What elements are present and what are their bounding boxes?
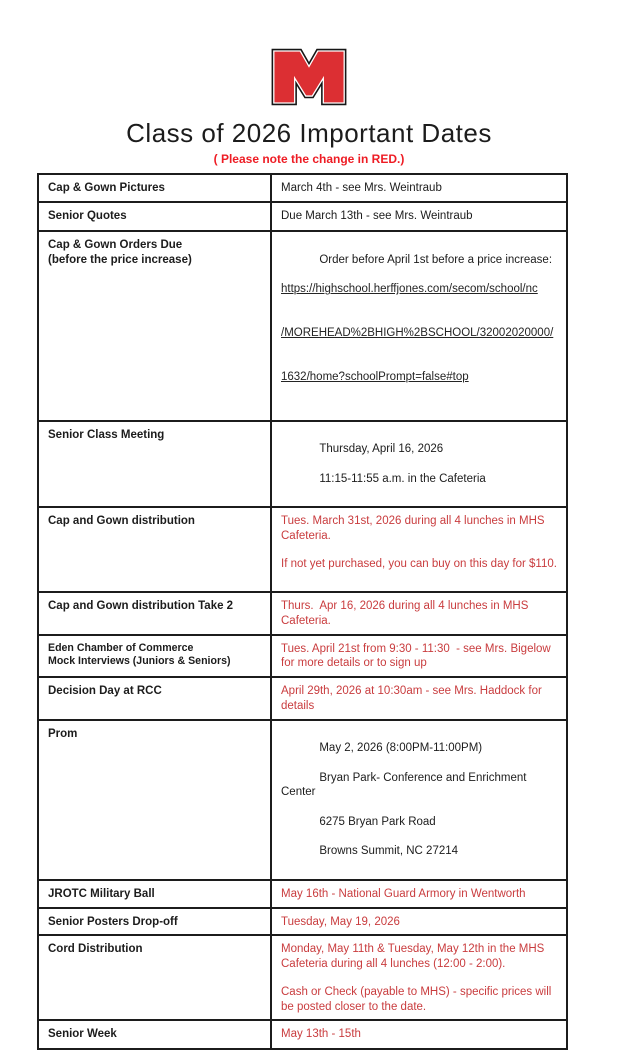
meeting-time-place: 11:15-11:55 a.m. in the Cafeteria bbox=[319, 472, 486, 485]
row-value-text: Tues. April 21st from 9:30 - 11:30 - see… bbox=[281, 642, 554, 670]
page-title: Class of 2026 Important Dates bbox=[126, 118, 492, 148]
cord-payment-note-text: Cash or Check (payable to MHS) - specifi… bbox=[281, 985, 555, 1013]
table-row-cap-gown-pictures: Cap & Gown Pictures March 4th - see Mrs.… bbox=[37, 173, 568, 203]
row-label-line1: Eden Chamber of Commerce bbox=[48, 641, 194, 654]
row-value-text: Tuesday, May 19, 2026 bbox=[281, 915, 400, 928]
row-value-text: Due March 13th - see Mrs. Weintraub bbox=[281, 210, 473, 222]
row-value: Tuesday, May 19, 2026 bbox=[270, 906, 568, 937]
cord-distribution-date-text: Monday, May 11th & Tuesday, May 12th in … bbox=[281, 943, 548, 971]
row-value-text: Order before April 1st before a price in… bbox=[281, 238, 558, 415]
row-label: Senior Class Meeting bbox=[37, 419, 272, 509]
table-row-cap-gown-distribution-take2: Cap and Gown distribution Take 2 Thurs. … bbox=[37, 591, 568, 636]
row-value: Thurs. Apr 16, 2026 during all 4 lunches… bbox=[270, 591, 568, 636]
row-value: Due March 13th - see Mrs. Weintraub bbox=[270, 201, 568, 232]
table-row-mock-interviews: Eden Chamber of Commerce Mock Interviews… bbox=[37, 633, 568, 679]
varsity-m-icon bbox=[271, 48, 347, 106]
document-page: Class of 2026 Important Dates ( Please n… bbox=[0, 48, 618, 1050]
row-label-line2: (before the price increase) bbox=[48, 253, 192, 266]
table-row-jrotc-ball: JROTC Military Ball May 16th - National … bbox=[37, 878, 568, 909]
table-row-cap-gown-orders: Cap & Gown Orders Due (before the price … bbox=[37, 230, 568, 422]
table-row-cord-distribution: Cord Distribution Monday, May 11th & Tue… bbox=[37, 934, 568, 1022]
distribution-date-text: Tues. March 31st, 2026 during all 4 lunc… bbox=[281, 515, 548, 542]
row-label-line2: Mock Interviews (Juniors & Seniors) bbox=[48, 655, 231, 668]
row-value: Monday, May 11th & Tuesday, May 12th in … bbox=[270, 934, 568, 1022]
table-row-decision-day: Decision Day at RCC April 29th, 2026 at … bbox=[37, 676, 568, 721]
row-value-text: March 4th - see Mrs. Weintraub bbox=[281, 182, 442, 194]
table-row-senior-class-meeting: Senior Class Meeting Thursday, April 16,… bbox=[37, 419, 568, 509]
row-value: Tues. March 31st, 2026 during all 4 lunc… bbox=[270, 506, 568, 594]
purchase-note-text: If not yet purchased, you can buy on thi… bbox=[281, 557, 557, 570]
prom-city-state: Browns Summit, NC 27214 bbox=[319, 845, 459, 858]
prom-street: 6275 Bryan Park Road bbox=[319, 815, 436, 828]
table-row-senior-posters: Senior Posters Drop-off Tuesday, May 19,… bbox=[37, 906, 568, 937]
row-label: Cap & Gown Orders Due (before the price … bbox=[37, 230, 272, 422]
row-value-text: May 2, 2026 (8:00PM-11:00PM) Bryan Park-… bbox=[281, 727, 558, 874]
school-logo bbox=[0, 48, 618, 110]
row-value: Order before April 1st before a price in… bbox=[270, 230, 568, 422]
row-value: Tues. April 21st from 9:30 - 11:30 - see… bbox=[270, 633, 568, 679]
table-row-cap-gown-distribution: Cap and Gown distribution Tues. March 31… bbox=[37, 506, 568, 594]
row-value: May 16th - National Guard Armory in Went… bbox=[270, 878, 568, 909]
table-row-senior-quotes: Senior Quotes Due March 13th - see Mrs. … bbox=[37, 201, 568, 232]
herffjones-order-link-line2[interactable]: /MOREHEAD%2BHIGH%2BSCHOOL/32002020000/ bbox=[281, 327, 554, 340]
row-label: Decision Day at RCC bbox=[37, 676, 272, 721]
herffjones-order-link-line1[interactable]: https://highschool.herffjones.com/secom/… bbox=[281, 283, 538, 296]
row-value: April 29th, 2026 at 10:30am - see Mrs. H… bbox=[270, 676, 568, 721]
row-label: Eden Chamber of Commerce Mock Interviews… bbox=[37, 633, 272, 679]
row-value-text: May 13th - 15th bbox=[281, 1028, 361, 1041]
prom-date-time: May 2, 2026 (8:00PM-11:00PM) bbox=[319, 742, 483, 755]
table-row-senior-week: Senior Week May 13th - 15th bbox=[37, 1019, 568, 1050]
row-value-text: Thurs. Apr 16, 2026 during all 4 lunches… bbox=[281, 600, 532, 627]
meeting-date: Thursday, April 16, 2026 bbox=[319, 443, 444, 456]
row-value: May 13th - 15th bbox=[270, 1019, 568, 1050]
row-label: Senior Week bbox=[37, 1019, 272, 1050]
row-value: March 4th - see Mrs. Weintraub bbox=[270, 173, 568, 203]
row-label: Cap & Gown Pictures bbox=[37, 173, 272, 203]
order-instruction-text: Order before April 1st before a price in… bbox=[319, 253, 553, 266]
row-label: Senior Posters Drop-off bbox=[37, 906, 272, 937]
important-dates-table: Cap & Gown Pictures March 4th - see Mrs.… bbox=[37, 173, 568, 1050]
row-label: Cap and Gown distribution bbox=[37, 506, 272, 594]
row-value-text: Thursday, April 16, 2026 11:15-11:55 a.m… bbox=[281, 428, 558, 502]
row-label: JROTC Military Ball bbox=[37, 878, 272, 909]
row-label: Senior Quotes bbox=[37, 201, 272, 232]
red-change-note: ( Please note the change in RED.) bbox=[213, 152, 405, 166]
row-value: Thursday, April 16, 2026 11:15-11:55 a.m… bbox=[270, 419, 568, 509]
row-label: Cap and Gown distribution Take 2 bbox=[37, 591, 272, 636]
row-label: Cord Distribution bbox=[37, 934, 272, 1022]
row-value-text: April 29th, 2026 at 10:30am - see Mrs. H… bbox=[281, 685, 546, 712]
prom-venue: Bryan Park- Conference and Enrichment Ce… bbox=[281, 771, 530, 799]
herffjones-order-link-line3[interactable]: 1632/home?schoolPrompt=false#top bbox=[281, 371, 469, 384]
row-label-line1: Cap & Gown Orders Due bbox=[48, 239, 183, 251]
row-value-text: May 16th - National Guard Armory in Went… bbox=[281, 887, 526, 900]
